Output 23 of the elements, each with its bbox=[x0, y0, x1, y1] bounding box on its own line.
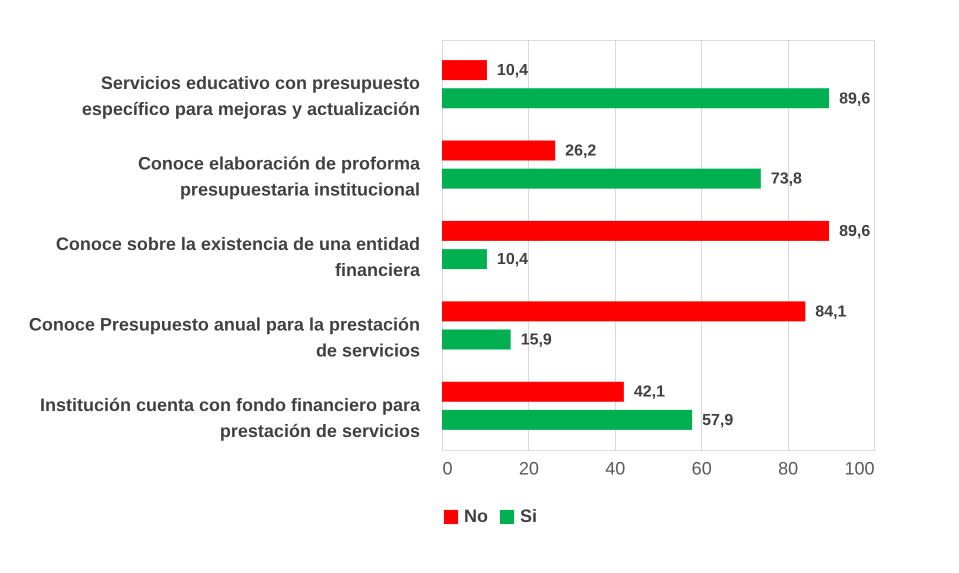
data-label: 73,8 bbox=[770, 170, 802, 188]
data-label: 15,9 bbox=[520, 331, 552, 348]
x-tick-label: 20 bbox=[518, 458, 539, 478]
data-label: 26,2 bbox=[565, 142, 596, 160]
data-label: 89,6 bbox=[839, 90, 870, 108]
legend-label: No bbox=[464, 506, 488, 526]
x-tick-label: 40 bbox=[605, 458, 626, 478]
data-label: 10,4 bbox=[496, 62, 528, 80]
data-label: 89,6 bbox=[839, 222, 870, 240]
x-tick-label: 80 bbox=[778, 458, 798, 478]
data-label: 10,4 bbox=[496, 251, 528, 268]
data-label: 42,1 bbox=[634, 384, 666, 401]
y-tick-label: Conoce sobre la existencia de una entidad financiera bbox=[56, 234, 421, 280]
legend-label: Si bbox=[520, 506, 538, 526]
y-tick-label: Institución cuenta con fondo financiero para prestación de servicios bbox=[40, 394, 421, 441]
y-tick-label: Conoce elaboración de proforma presupuestaria institucional bbox=[138, 154, 421, 200]
x-tick-label: 100 bbox=[844, 458, 874, 478]
y-tick-label: Servicios educativo con presupuesto específico para mejoras y actualización bbox=[82, 73, 420, 120]
data-label: 57,9 bbox=[702, 412, 734, 429]
y-tick-label: Conoce Presupuesto anual para la prestación de servicios bbox=[28, 314, 420, 360]
x-tick-label: 0 bbox=[442, 458, 453, 478]
x-tick-label: 60 bbox=[692, 458, 712, 478]
data-label: 84,1 bbox=[815, 303, 847, 320]
